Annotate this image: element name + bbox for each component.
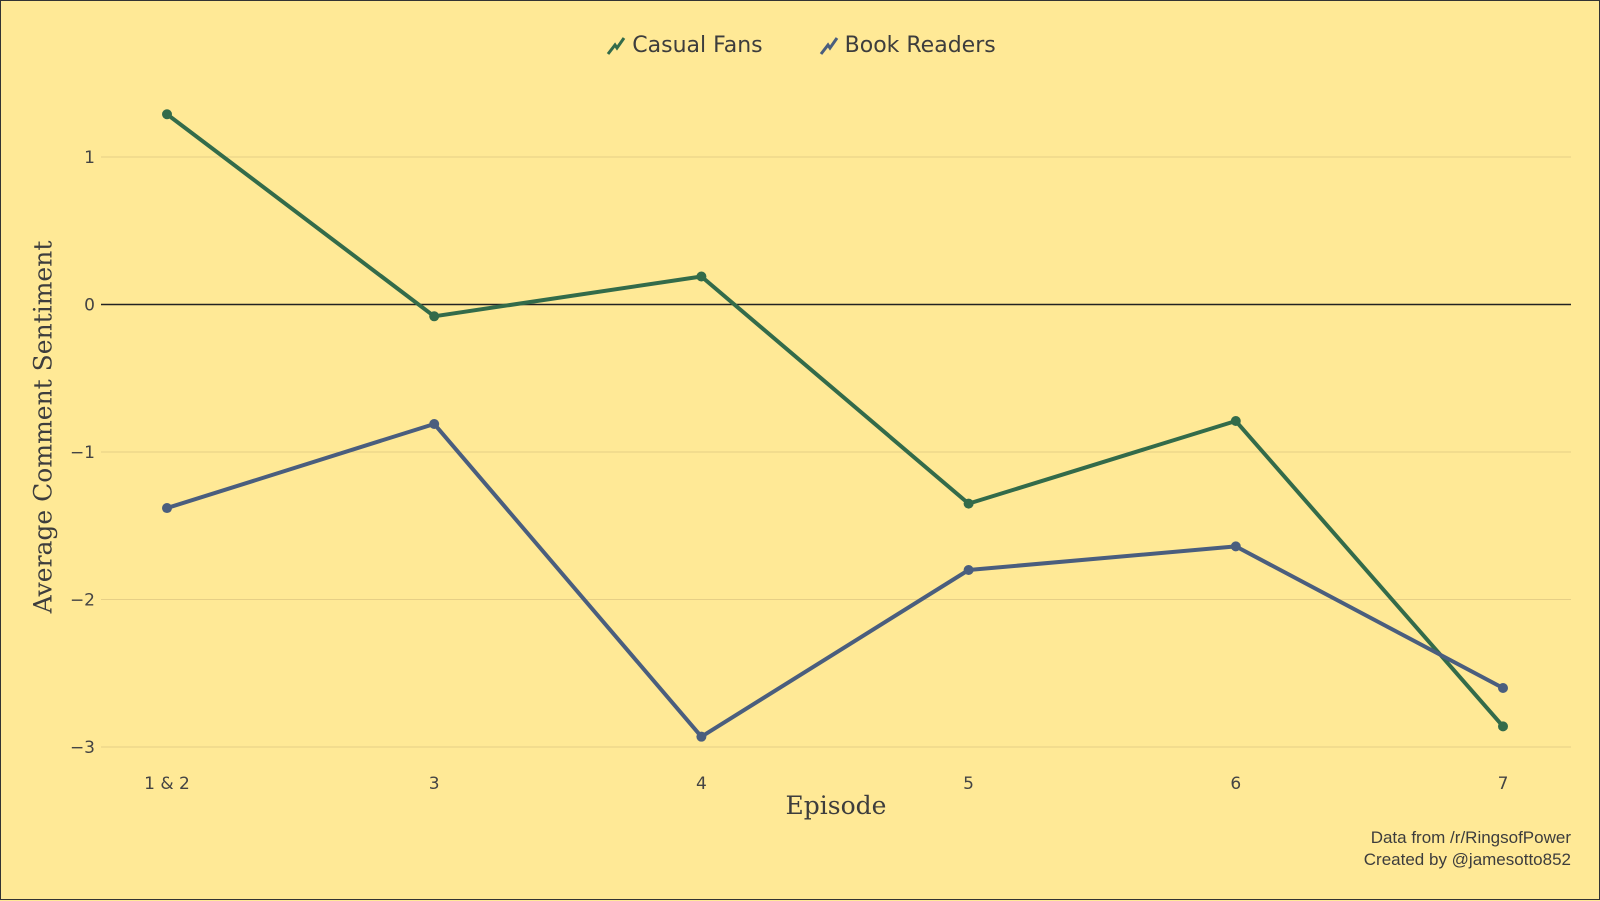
data-point-book-readers bbox=[1230, 541, 1241, 552]
caption: Data from /r/RingsofPower Created by @ja… bbox=[1364, 827, 1571, 871]
legend-key-book-readers bbox=[819, 36, 839, 56]
x-tick-label: 1 & 2 bbox=[144, 774, 190, 794]
legend-key-casual-fans bbox=[606, 36, 626, 56]
grid-layer bbox=[101, 156, 1571, 748]
series-line-casual-fans bbox=[165, 112, 1505, 729]
caption-credit: Created by @jamesotto852 bbox=[1363, 850, 1571, 869]
data-point-casual-fans bbox=[963, 498, 974, 509]
caption-source: Data from /r/RingsofPower bbox=[1370, 828, 1571, 847]
x-tick-label: 7 bbox=[1498, 774, 1509, 794]
tick-layer: 1 0 −1 −2 −3 1 & 2 3 4 5 6 7 bbox=[70, 148, 1508, 794]
y-tick-label: −2 bbox=[70, 591, 95, 611]
series-layer bbox=[162, 109, 1508, 742]
legend: Casual Fans Book Readers bbox=[1, 33, 1600, 58]
data-point-book-readers bbox=[1498, 683, 1508, 693]
data-point-book-readers bbox=[696, 731, 707, 742]
y-tick-label: 0 bbox=[84, 296, 95, 316]
x-tick-label: 6 bbox=[1230, 774, 1241, 794]
y-tick-label: −3 bbox=[70, 738, 95, 758]
series-line-book-readers bbox=[165, 421, 1505, 739]
data-point-casual-fans bbox=[429, 311, 440, 322]
legend-item-casual-fans: Casual Fans bbox=[606, 33, 763, 58]
data-point-book-readers bbox=[162, 503, 172, 514]
data-point-casual-fans bbox=[162, 109, 172, 120]
data-point-book-readers bbox=[429, 418, 440, 429]
x-tick-label: 5 bbox=[963, 774, 974, 794]
legend-item-book-readers: Book Readers bbox=[819, 33, 996, 58]
legend-label-book-readers: Book Readers bbox=[844, 33, 996, 58]
x-tick-label: 3 bbox=[429, 774, 440, 794]
y-tick-label: 1 bbox=[84, 148, 95, 168]
x-axis-label: Episode bbox=[785, 791, 887, 820]
legend-label-casual-fans: Casual Fans bbox=[632, 33, 763, 58]
y-tick-label: −1 bbox=[70, 443, 95, 463]
data-point-casual-fans bbox=[1498, 721, 1508, 732]
y-axis-label: Average Comment Sentiment bbox=[28, 240, 58, 614]
x-tick-label: 4 bbox=[696, 774, 707, 794]
data-point-book-readers bbox=[963, 565, 974, 575]
data-point-casual-fans bbox=[696, 271, 707, 282]
data-point-casual-fans bbox=[1230, 416, 1241, 427]
